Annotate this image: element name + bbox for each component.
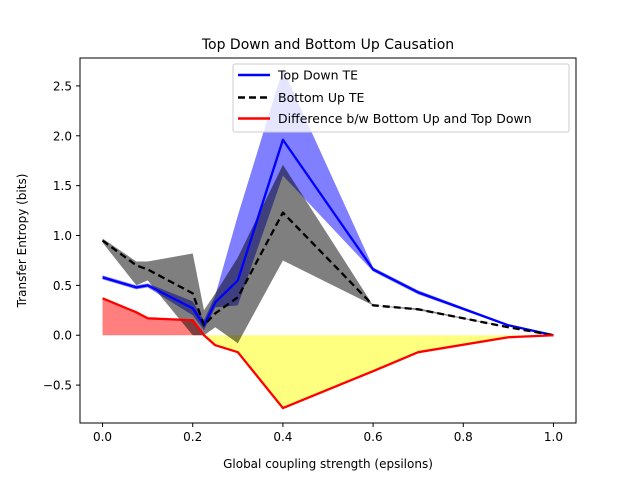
legend: Top Down TE Bottom Up TE Difference b/w … bbox=[232, 63, 570, 133]
x-axis-ticks: 0.0 0.2 0.4 0.6 0.8 1.0 bbox=[93, 423, 563, 444]
legend-label-bottom-up: Bottom Up TE bbox=[278, 90, 365, 105]
legend-box bbox=[232, 63, 570, 133]
bottom-up-te-band bbox=[102, 164, 554, 344]
x-tick-label: 0.4 bbox=[273, 430, 292, 444]
top-down-te-band bbox=[102, 68, 554, 336]
y-tick-label: 1.0 bbox=[53, 229, 72, 243]
plot-area bbox=[101, 68, 554, 410]
x-tick-label: 0.6 bbox=[364, 430, 383, 444]
x-tick-label: 0.0 bbox=[93, 430, 112, 444]
legend-label-difference: Difference b/w Bottom Up and Top Down bbox=[278, 111, 532, 126]
y-tick-label: 0.0 bbox=[53, 329, 72, 343]
difference-positive-fill bbox=[102, 298, 554, 336]
y-axis-ticks: −0.5 0.0 0.5 1.0 1.5 2.0 2.5 bbox=[43, 79, 80, 393]
y-tick-label: −0.5 bbox=[43, 379, 72, 393]
axes-frame bbox=[79, 57, 577, 424]
difference-negative-fill bbox=[102, 335, 554, 409]
x-tick-label: 1.0 bbox=[544, 430, 563, 444]
x-tick-label: 0.8 bbox=[454, 430, 473, 444]
x-tick-label: 0.2 bbox=[183, 430, 202, 444]
chart-title: Top Down and Bottom Up Causation bbox=[201, 37, 454, 53]
y-axis-label: Transfer Entropy (bits) bbox=[15, 174, 29, 309]
y-tick-label: 2.5 bbox=[53, 79, 72, 93]
y-tick-label: 1.5 bbox=[53, 179, 72, 193]
x-axis-label: Global coupling strength (epsilons) bbox=[223, 457, 433, 471]
legend-label-top-down: Top Down TE bbox=[277, 68, 358, 83]
y-tick-label: 0.5 bbox=[53, 279, 72, 293]
top-down-te-line bbox=[102, 138, 554, 337]
bottom-up-te-line bbox=[101, 211, 554, 337]
y-tick-label: 2.0 bbox=[53, 129, 72, 143]
difference-b-w-bottom-up-and-top-down-line bbox=[102, 297, 554, 410]
